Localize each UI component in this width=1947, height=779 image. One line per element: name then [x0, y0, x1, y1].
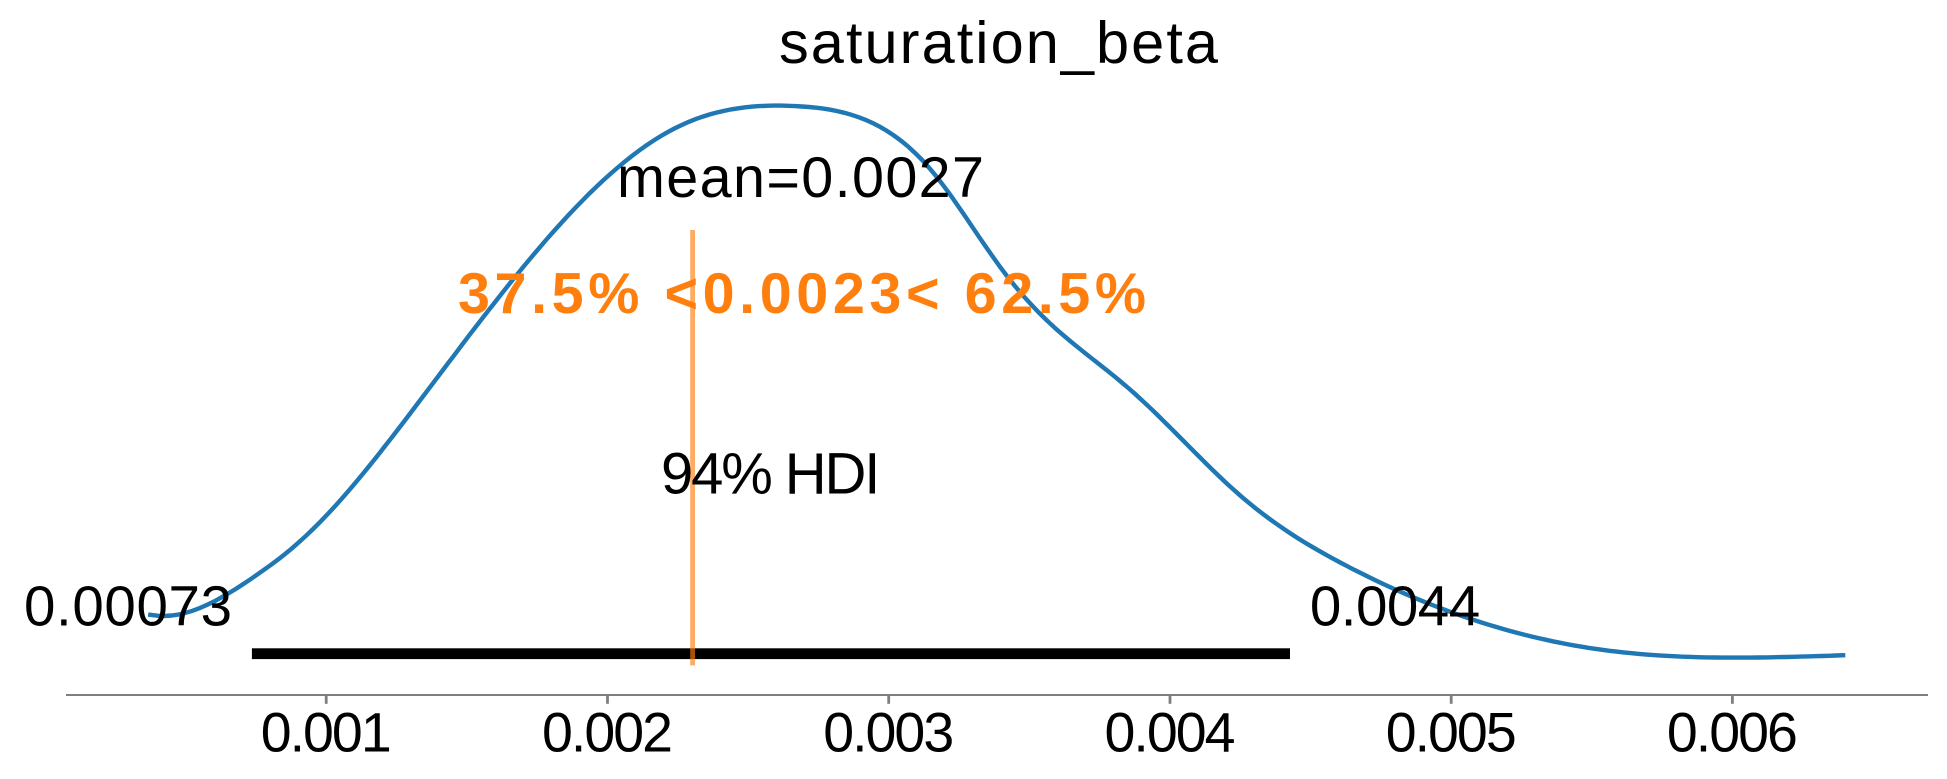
svg-text:0.002: 0.002	[542, 702, 673, 764]
svg-text:0.0044: 0.0044	[1310, 575, 1480, 638]
svg-text:saturation_beta: saturation_beta	[779, 9, 1219, 76]
svg-text:0.00073: 0.00073	[24, 575, 232, 638]
svg-text:94% HDI: 94% HDI	[661, 442, 880, 507]
svg-text:0.003: 0.003	[823, 702, 954, 764]
svg-text:0.005: 0.005	[1386, 702, 1517, 764]
svg-text:0.001: 0.001	[261, 702, 392, 764]
svg-text:37.5% <0.0023< 62.5%: 37.5% <0.0023< 62.5%	[458, 262, 1146, 326]
svg-text:0.006: 0.006	[1667, 702, 1798, 764]
svg-text:mean=0.0027: mean=0.0027	[617, 146, 984, 210]
svg-text:0.004: 0.004	[1105, 702, 1236, 764]
